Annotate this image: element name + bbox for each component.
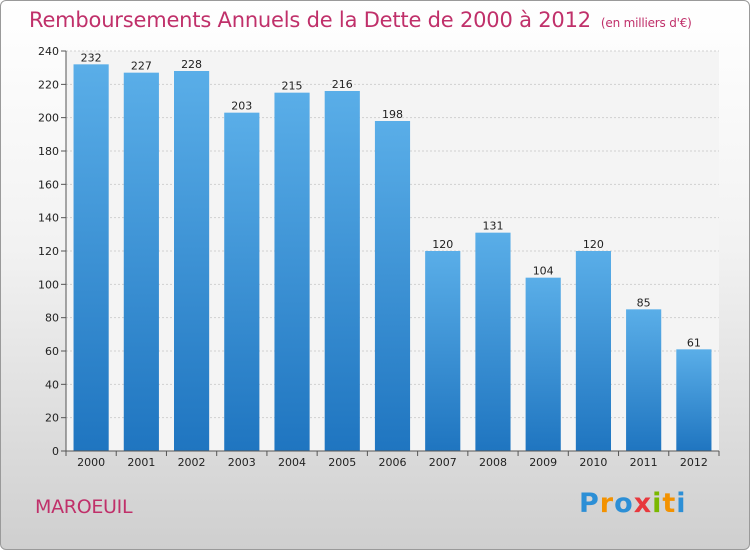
logo-letter: t xyxy=(662,488,677,519)
logo-letter: i xyxy=(676,488,687,519)
data-label: 120 xyxy=(432,238,453,251)
x-tick-label: 2009 xyxy=(529,456,557,469)
y-tick-label: 140 xyxy=(38,212,59,225)
data-label: 198 xyxy=(382,108,403,121)
y-tick-label: 80 xyxy=(45,312,59,325)
y-tick-label: 60 xyxy=(45,345,59,358)
bar-2008 xyxy=(475,232,511,451)
bar-2011 xyxy=(626,309,662,451)
logo-letter: P xyxy=(579,488,600,519)
x-tick-label: 2004 xyxy=(278,456,306,469)
y-tick-label: 200 xyxy=(38,112,59,125)
x-tick-label: 2003 xyxy=(228,456,256,469)
logo-letter: x xyxy=(633,488,653,519)
x-tick-label: 2001 xyxy=(127,456,155,469)
y-tick-label: 160 xyxy=(38,178,59,191)
chart-subtitle: (en milliers d'€) xyxy=(600,16,692,30)
chart-title: Remboursements Annuels de la Dette de 20… xyxy=(29,8,692,32)
x-tick-label: 2000 xyxy=(77,456,105,469)
x-tick-label: 2010 xyxy=(579,456,607,469)
bar-2006 xyxy=(374,121,411,451)
logo-letter: o xyxy=(614,488,634,519)
x-tick-label: 2012 xyxy=(680,456,708,469)
x-tick-label: 2008 xyxy=(479,456,507,469)
bar-2001 xyxy=(123,72,159,452)
city-name: MAROEUIL xyxy=(35,496,133,518)
y-tick-label: 100 xyxy=(38,278,59,291)
data-label: 104 xyxy=(533,265,554,278)
data-label: 85 xyxy=(637,296,651,309)
proxiti-logo: Proxiti xyxy=(579,488,687,519)
y-axis: 0 20 40 60 80 100 120 140 160 180 200 220 240 xyxy=(38,45,67,458)
logo-letter: i xyxy=(652,488,663,519)
data-label: 227 xyxy=(131,60,152,73)
x-tick-label: 2007 xyxy=(429,456,457,469)
data-label: 232 xyxy=(81,51,102,64)
data-label: 61 xyxy=(687,336,701,349)
data-label: 216 xyxy=(332,78,353,91)
x-tick-label: 2005 xyxy=(328,456,356,469)
bar-2005 xyxy=(324,91,360,451)
y-tick-label: 120 xyxy=(38,245,59,258)
y-tick-label: 240 xyxy=(38,45,59,58)
y-tick-label: 20 xyxy=(45,412,59,425)
logo-letter: r xyxy=(599,488,615,519)
x-tick-label: 2006 xyxy=(379,456,407,469)
bar-2009 xyxy=(525,277,561,451)
bar-2000 xyxy=(73,64,109,452)
y-tick-label: 0 xyxy=(52,445,59,458)
x-axis: 2000 2001 2002 2003 2004 2005 2006 2007 2008 2009… xyxy=(65,450,720,469)
data-label: 228 xyxy=(181,58,202,71)
data-label: 120 xyxy=(583,238,604,251)
y-tick-label: 40 xyxy=(45,378,59,391)
y-tick-label: 180 xyxy=(38,145,59,158)
data-label: 215 xyxy=(282,80,303,93)
y-tick-label: 220 xyxy=(38,78,59,91)
x-tick-label: 2002 xyxy=(178,456,206,469)
title-text: Remboursements Annuels de la Dette de 20… xyxy=(29,8,591,32)
data-label: 203 xyxy=(231,100,252,113)
bar-2004 xyxy=(274,92,310,452)
bar-2003 xyxy=(224,112,260,452)
x-tick-label: 2011 xyxy=(630,456,658,469)
data-label: 131 xyxy=(482,220,503,233)
bar-2007 xyxy=(425,251,461,451)
bar-2012 xyxy=(676,349,712,451)
bars: 232 227 228 203 215 216 198 120 131 104 120 85 61 xyxy=(73,51,712,452)
bar-2010 xyxy=(575,251,612,451)
bar-2002 xyxy=(173,71,210,451)
